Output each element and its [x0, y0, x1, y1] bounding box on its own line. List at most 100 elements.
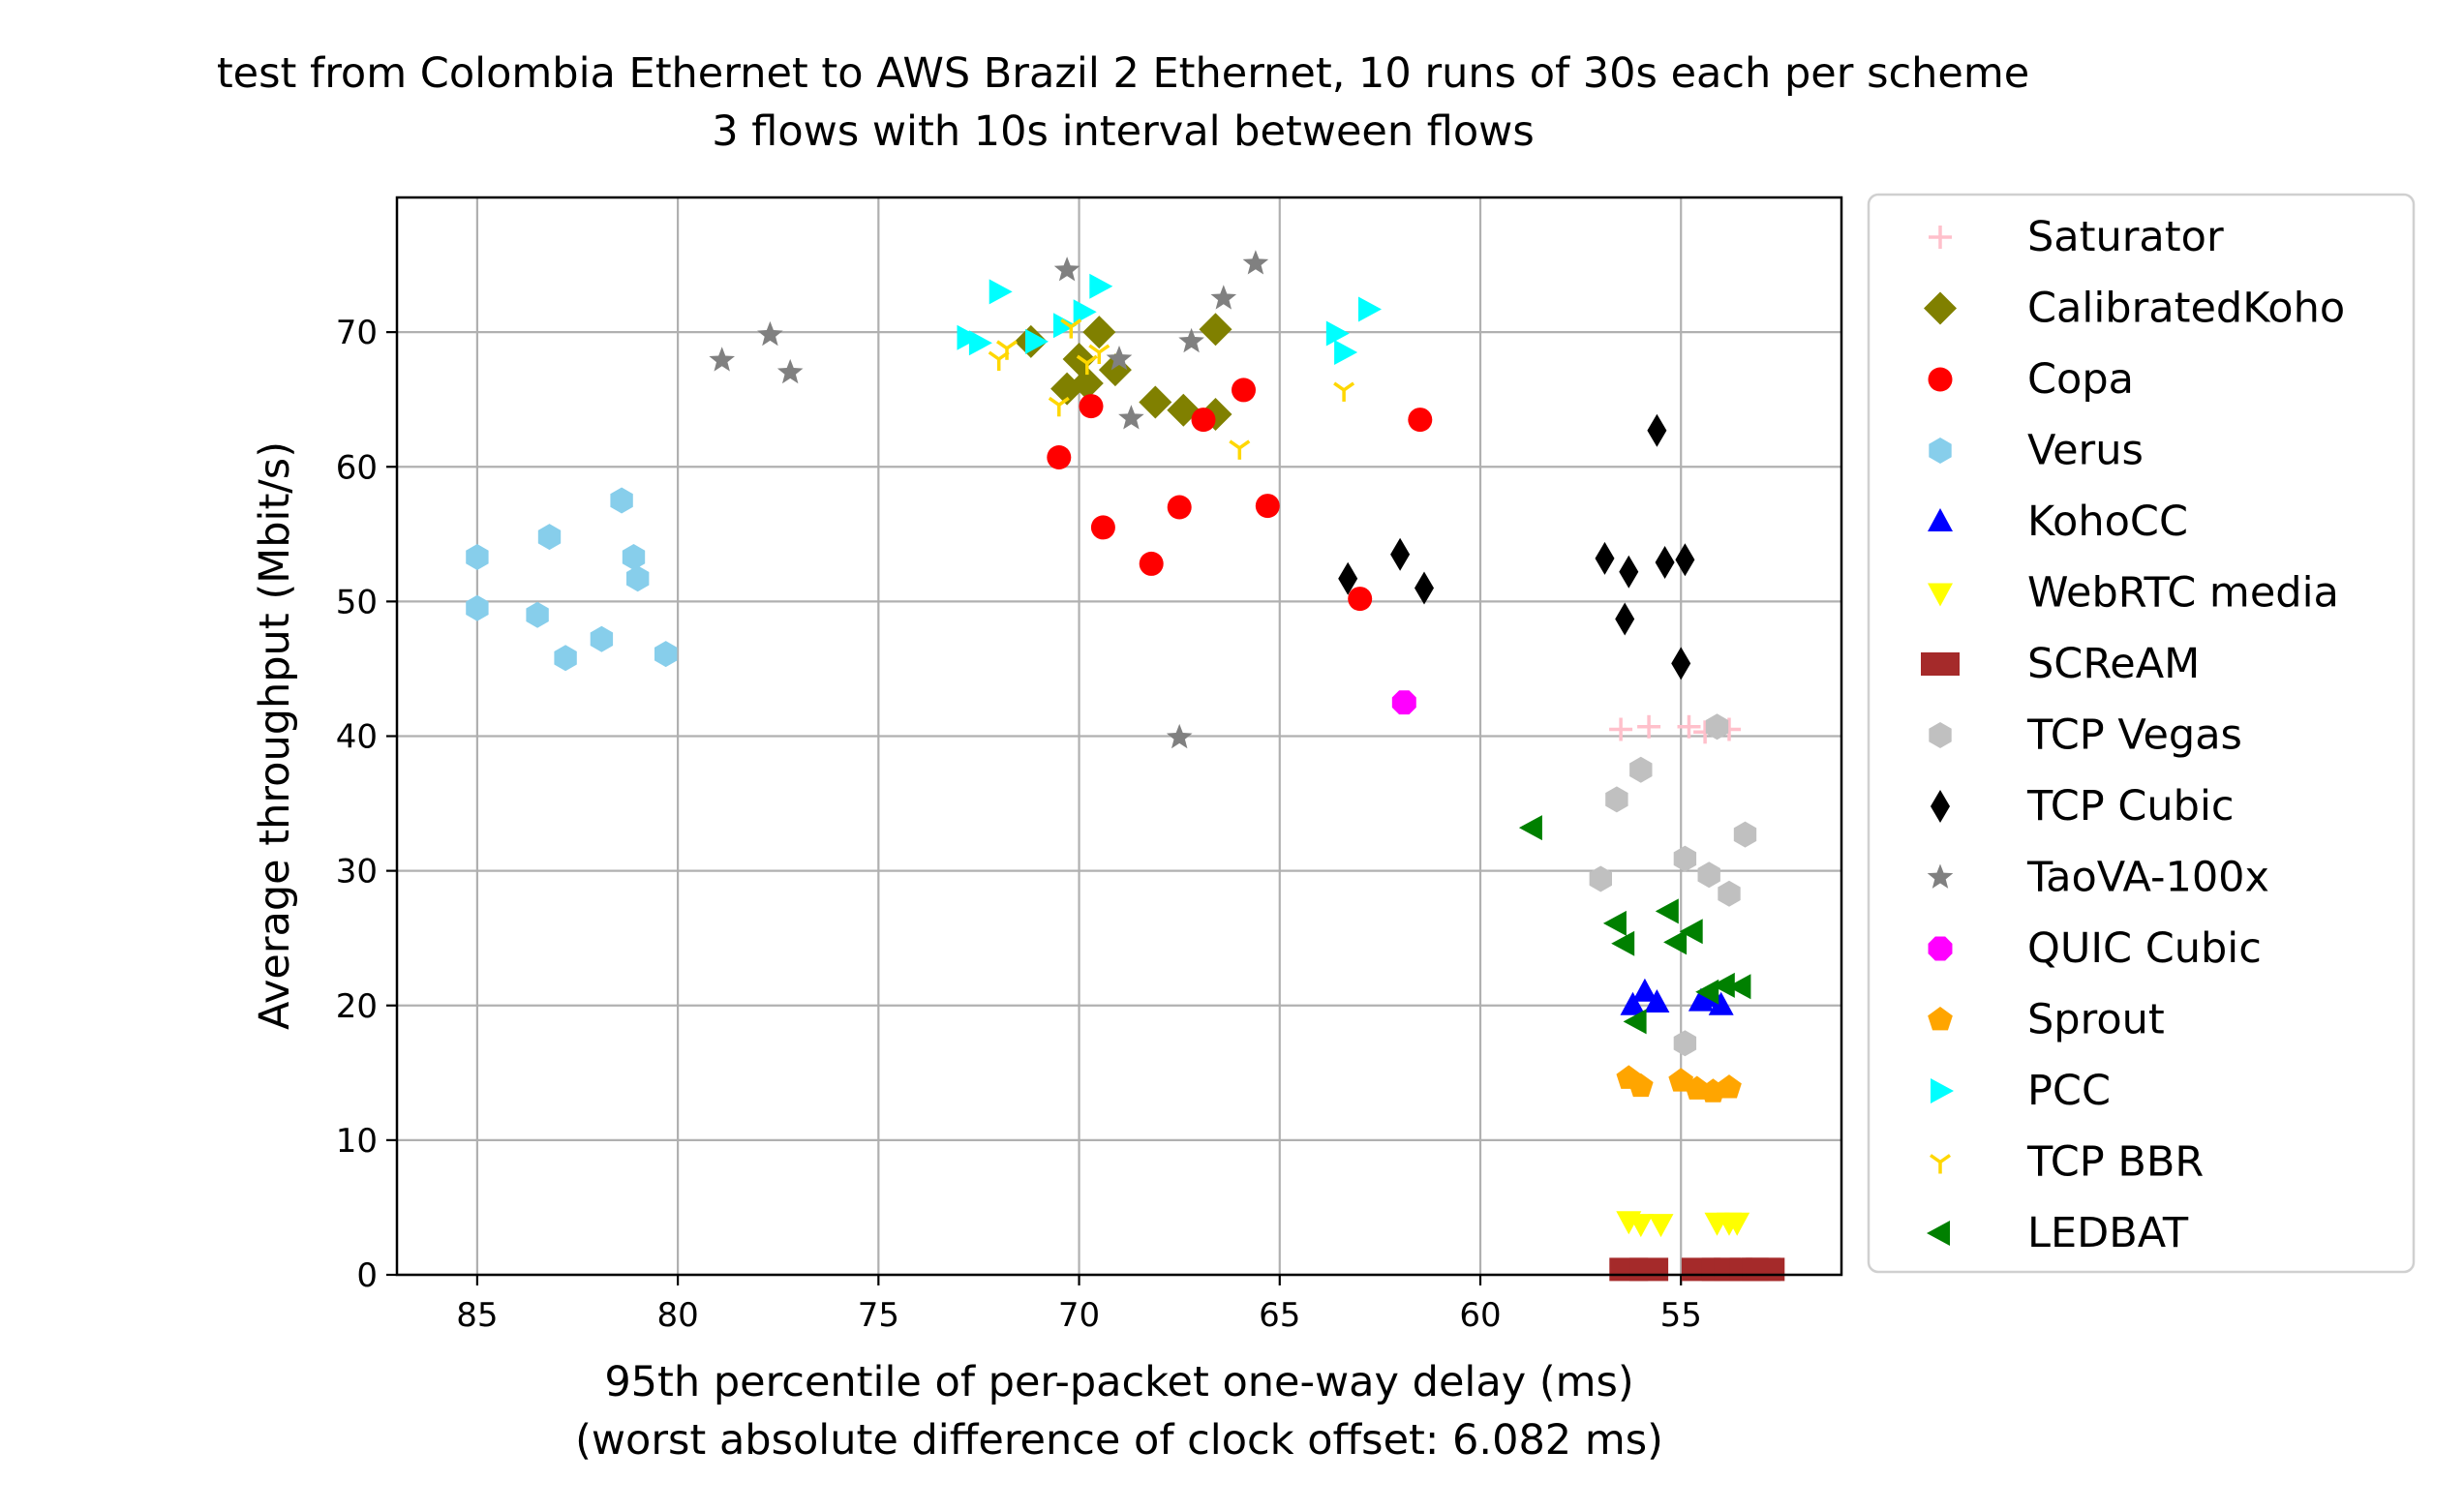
data-point-pcc	[1053, 313, 1077, 339]
data-point-ledbat	[1655, 898, 1679, 924]
data-point-ledbat	[1711, 972, 1735, 998]
legend-marker	[1931, 1078, 1954, 1103]
data-point-tcp-cubic	[1390, 537, 1411, 571]
data-point-pcc	[1089, 273, 1113, 299]
legend-label: Verus	[2027, 427, 2144, 475]
data-point-tcp-bbr	[1048, 396, 1070, 417]
data-point-tcp-vegas	[1697, 861, 1720, 889]
data-point-taova-100x	[1106, 346, 1133, 371]
legend-label: TCP Cubic	[2026, 782, 2235, 831]
data-point-pcc	[1334, 340, 1358, 365]
data-point-calibratedkoho	[1082, 316, 1116, 349]
legend-marker	[1929, 226, 1952, 249]
data-point-saturator	[1677, 714, 1701, 739]
data-point-copa	[1191, 408, 1216, 433]
data-point-tcp-cubic	[1415, 571, 1434, 605]
y-tick-label: 10	[336, 1122, 378, 1161]
data-point-calibratedkoho	[1199, 313, 1232, 347]
data-point-tcp-cubic	[1655, 546, 1675, 579]
legend-label: WebRTC media	[2027, 569, 2339, 618]
data-point-copa	[1047, 445, 1072, 469]
data-point-sprout	[1627, 1073, 1654, 1098]
data-point-ledbat	[1602, 910, 1627, 936]
data-point-tcp-bbr	[1060, 318, 1082, 339]
legend-label: TaoVA-100x	[2026, 854, 2269, 902]
legend-marker	[1928, 508, 1953, 531]
data-point-ledbat	[1679, 919, 1703, 945]
data-point-kohocc	[1631, 978, 1658, 1002]
legend-marker	[1927, 863, 1954, 889]
data-point-taova-100x	[1053, 257, 1080, 282]
legend-label: TCP BBR	[2026, 1138, 2204, 1187]
data-point-tcp-bbr	[1229, 439, 1251, 460]
legend-marker	[1929, 722, 1952, 748]
data-point-pcc	[1325, 320, 1350, 347]
data-point-copa	[1139, 551, 1164, 576]
data-point-tcp-vegas	[1673, 845, 1697, 872]
plot-frame	[395, 196, 1843, 1277]
x-tick-label: 80	[656, 1296, 698, 1335]
data-point-pcc	[1358, 296, 1382, 322]
data-point-tcp-bbr	[1333, 381, 1355, 402]
data-point-verus	[590, 625, 614, 652]
data-point-copa	[1232, 378, 1256, 403]
legend-label: TCP Vegas	[2026, 711, 2242, 760]
data-point-tcp-vegas	[1733, 821, 1757, 848]
data-point-sprout	[1717, 1074, 1742, 1099]
legend-label: CalibratedKoho	[2027, 285, 2345, 333]
chart-title-line-1: test from Colombia Ethernet to AWS Brazi…	[217, 49, 2029, 98]
data-point-verus	[610, 487, 633, 514]
data-points	[466, 250, 1785, 1282]
data-point-pcc	[957, 324, 981, 350]
legend-marker	[1931, 790, 1950, 823]
x-axis-label-line-1: 95th percentile of per-packet one-way de…	[604, 1358, 1633, 1406]
y-tick-label: 40	[336, 718, 378, 757]
data-point-taova-100x	[757, 320, 783, 347]
data-point-tcp-cubic	[1338, 561, 1358, 595]
data-point-tcp-vegas	[1629, 756, 1653, 783]
y-tick-label: 0	[356, 1256, 378, 1295]
data-point-tcp-cubic	[1671, 647, 1691, 680]
legend-label: Saturator	[2027, 213, 2224, 261]
data-point-tcp-vegas	[1673, 1030, 1697, 1057]
data-point-webrtc-media	[1724, 1212, 1750, 1236]
x-tick-label: 70	[1058, 1296, 1100, 1335]
data-point-pcc	[1025, 328, 1049, 354]
y-tick-label: 50	[336, 583, 378, 621]
legend-marker	[1928, 367, 1953, 392]
y-tick-label: 30	[336, 853, 378, 891]
data-point-copa	[1408, 408, 1433, 433]
legend-marker	[1928, 1007, 1953, 1031]
data-point-copa	[1167, 495, 1192, 520]
data-point-taova-100x	[1210, 285, 1237, 310]
y-axis-label: Average throughput (Mbit/s)	[251, 441, 299, 1030]
legend-marker	[1929, 1154, 1952, 1174]
data-point-tcp-vegas	[1718, 880, 1741, 907]
data-point-verus	[466, 544, 489, 570]
data-point-taova-100x	[1178, 327, 1204, 353]
legend-label: QUIC Cubic	[2027, 924, 2262, 973]
axes: 85 80 75 70 65 60 55 0 10 20 30 40 50 60 70	[336, 314, 1702, 1335]
data-point-ledbat	[1623, 1009, 1647, 1035]
data-point-saturator	[1609, 717, 1633, 741]
legend-label: LEDBAT	[2027, 1209, 2189, 1257]
data-point-kohocc	[1620, 991, 1646, 1015]
data-point-tcp-cubic	[1619, 555, 1639, 589]
chart-title-line-2: 3 flows with 10s interval between flows	[712, 107, 1535, 156]
y-tick-label: 60	[336, 448, 378, 487]
legend-label: SCReAM	[2027, 640, 2200, 688]
data-point-tcp-bbr	[995, 340, 1019, 360]
data-point-tcp-cubic	[1615, 602, 1635, 636]
legend-label: Copa	[2027, 355, 2134, 404]
x-tick-label: 75	[858, 1296, 899, 1335]
data-point-verus	[622, 544, 646, 570]
data-point-tcp-cubic	[1675, 543, 1695, 577]
legend-marker	[1929, 438, 1952, 464]
legend-label: PCC	[2027, 1067, 2111, 1115]
legend-label: Sprout	[2027, 996, 2165, 1044]
data-point-verus	[537, 524, 562, 551]
data-point-taova-100x	[1166, 723, 1193, 749]
x-tick-label: 65	[1259, 1296, 1300, 1335]
data-point-ledbat	[1727, 974, 1751, 1000]
